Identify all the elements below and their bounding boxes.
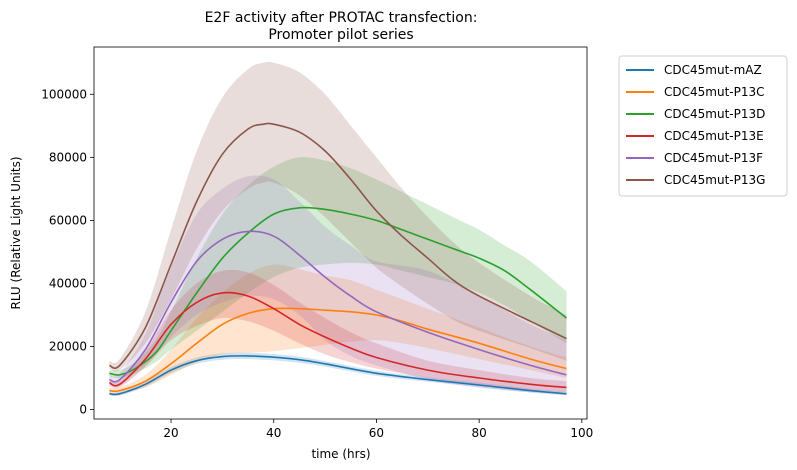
y-axis-label: RLU (Relative Light Units)	[9, 156, 23, 309]
band-series-5	[109, 175, 567, 394]
band-series-3	[109, 157, 567, 379]
confidence-bands	[109, 61, 567, 396]
chart-subtitle: Promoter pilot series	[268, 27, 413, 43]
line-series-2	[109, 307, 567, 393]
band-series-2	[109, 264, 567, 395]
y-axis: 0 20000 40000 60000 80000 100000	[41, 87, 94, 417]
x-tick-label: 60	[369, 426, 384, 440]
line-series-6	[109, 122, 567, 369]
x-axis-label: time (hrs)	[311, 447, 370, 461]
legend-entry: CDC45mut-P13D	[664, 107, 765, 121]
legend-entry: CDC45mut-P13C	[664, 85, 764, 99]
legend-entry: CDC45mut-P13G	[664, 173, 765, 187]
legend: CDC45mut-mAZ CDC45mut-P13C CDC45mut-P13D CD…	[618, 55, 788, 197]
x-tick-label: 40	[266, 426, 281, 440]
y-tick-label: 40000	[49, 276, 87, 290]
y-tick-label: 80000	[49, 150, 87, 164]
x-axis: 20 40 60 80 100	[163, 419, 593, 440]
legend-entry: CDC45mut-mAZ	[664, 63, 762, 77]
plot-frame	[93, 46, 588, 420]
band-series-6	[109, 61, 567, 372]
y-tick-label: 0	[79, 403, 87, 417]
y-tick-label: 60000	[49, 213, 87, 227]
band-series-4	[109, 269, 567, 393]
legend-entry: CDC45mut-P13F	[664, 151, 763, 165]
series-lines	[109, 122, 567, 396]
x-tick-label: 100	[570, 426, 593, 440]
x-tick-label: 80	[472, 426, 487, 440]
line-series-3	[109, 206, 567, 376]
x-tick-label: 20	[163, 426, 178, 440]
line-series-4	[109, 291, 567, 389]
y-tick-label: 100000	[41, 87, 87, 101]
legend-entry: CDC45mut-P13E	[664, 129, 764, 143]
legend-frame	[618, 55, 788, 197]
line-series-1	[109, 355, 567, 396]
line-series-5	[109, 230, 567, 383]
y-tick-label: 20000	[49, 339, 87, 353]
chart-title: E2F activity after PROTAC transfection:	[205, 10, 478, 26]
